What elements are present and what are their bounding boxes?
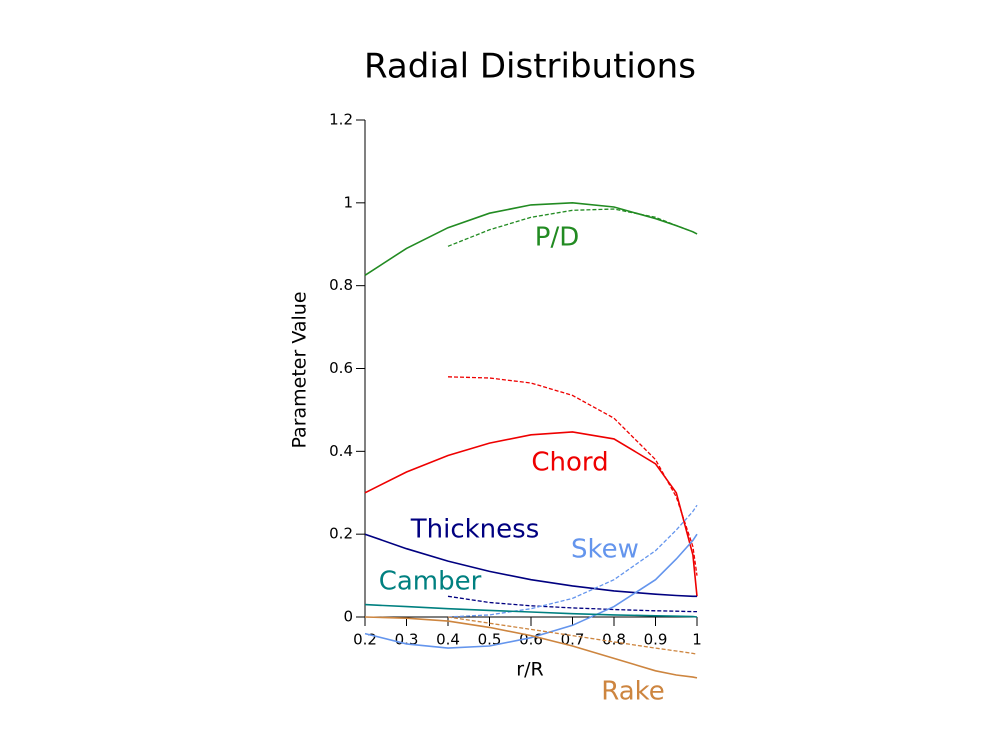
- dashed-line: [447, 595, 697, 613]
- x-tick-label: 0.3: [395, 631, 419, 649]
- y-tick-label: 0.4: [329, 442, 353, 460]
- dashed-line: [447, 616, 698, 655]
- y-tick-label: 0.6: [329, 359, 353, 377]
- line: [364, 603, 698, 618]
- series-label: P/D: [535, 223, 579, 253]
- y-axis-label: Parameter Value: [289, 291, 311, 448]
- series-label: Chord: [531, 448, 608, 478]
- x-tick-label: 0.4: [436, 631, 460, 649]
- dashed-line: [447, 504, 698, 618]
- dashed-line: [447, 376, 698, 576]
- series-label: Thickness: [410, 515, 540, 545]
- line: [364, 431, 698, 597]
- series-label: Rake: [601, 677, 665, 707]
- line: [364, 533, 698, 649]
- x-axis-label: r/R: [516, 659, 543, 681]
- dashed-line: [447, 208, 698, 247]
- x-tick-label: 0.9: [644, 631, 668, 649]
- y-tick-label: 0.2: [329, 525, 353, 543]
- y-tick-label: 1.2: [329, 111, 353, 129]
- y-tick-label: 0: [343, 608, 353, 626]
- x-tick-label: 0.2: [353, 631, 377, 649]
- x-tick-label: 0.8: [602, 631, 626, 649]
- x-tick-label: 1: [692, 631, 702, 649]
- line: [364, 533, 697, 598]
- series-label: Skew: [571, 535, 639, 565]
- line: [364, 201, 698, 276]
- chart-title: Radial Distributions: [364, 47, 696, 87]
- y-tick-label: 1: [343, 193, 353, 211]
- series-label: Camber: [379, 567, 482, 597]
- y-tick-label: 0.8: [329, 276, 353, 294]
- line: [364, 616, 698, 679]
